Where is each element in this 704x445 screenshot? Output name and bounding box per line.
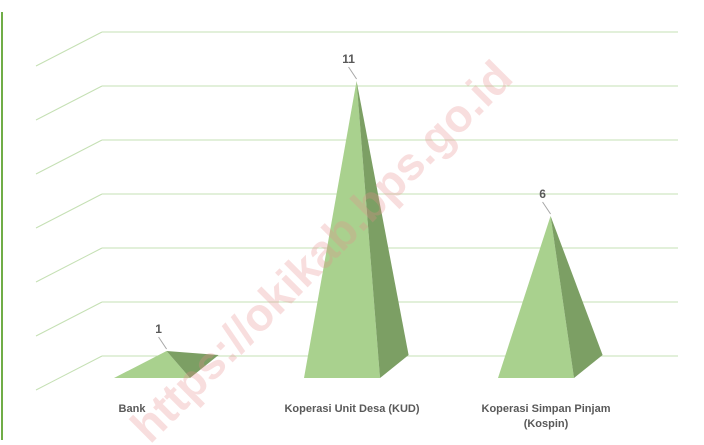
gridline-side-2: [36, 302, 102, 336]
value-label-1: 11: [342, 52, 355, 66]
value-leader-0: [159, 337, 167, 349]
gridline-side-12: [36, 32, 102, 66]
gridline-side-0: [36, 356, 102, 390]
category-label-1-line-0: Koperasi Unit Desa (KUD): [284, 403, 419, 415]
value-label-0: 1: [155, 322, 162, 336]
gridline-side-4: [36, 248, 102, 282]
gridline-side-6: [36, 194, 102, 228]
gridline-side-10: [36, 86, 102, 120]
value-label-2: 6: [539, 187, 546, 201]
category-label-2-line-0: Koperasi Simpan Pinjam: [482, 403, 611, 415]
gridline-side-8: [36, 140, 102, 174]
value-leader-2: [543, 202, 551, 214]
category-label-2-line-1: (Kospin): [524, 418, 569, 430]
value-leader-1: [349, 67, 357, 79]
